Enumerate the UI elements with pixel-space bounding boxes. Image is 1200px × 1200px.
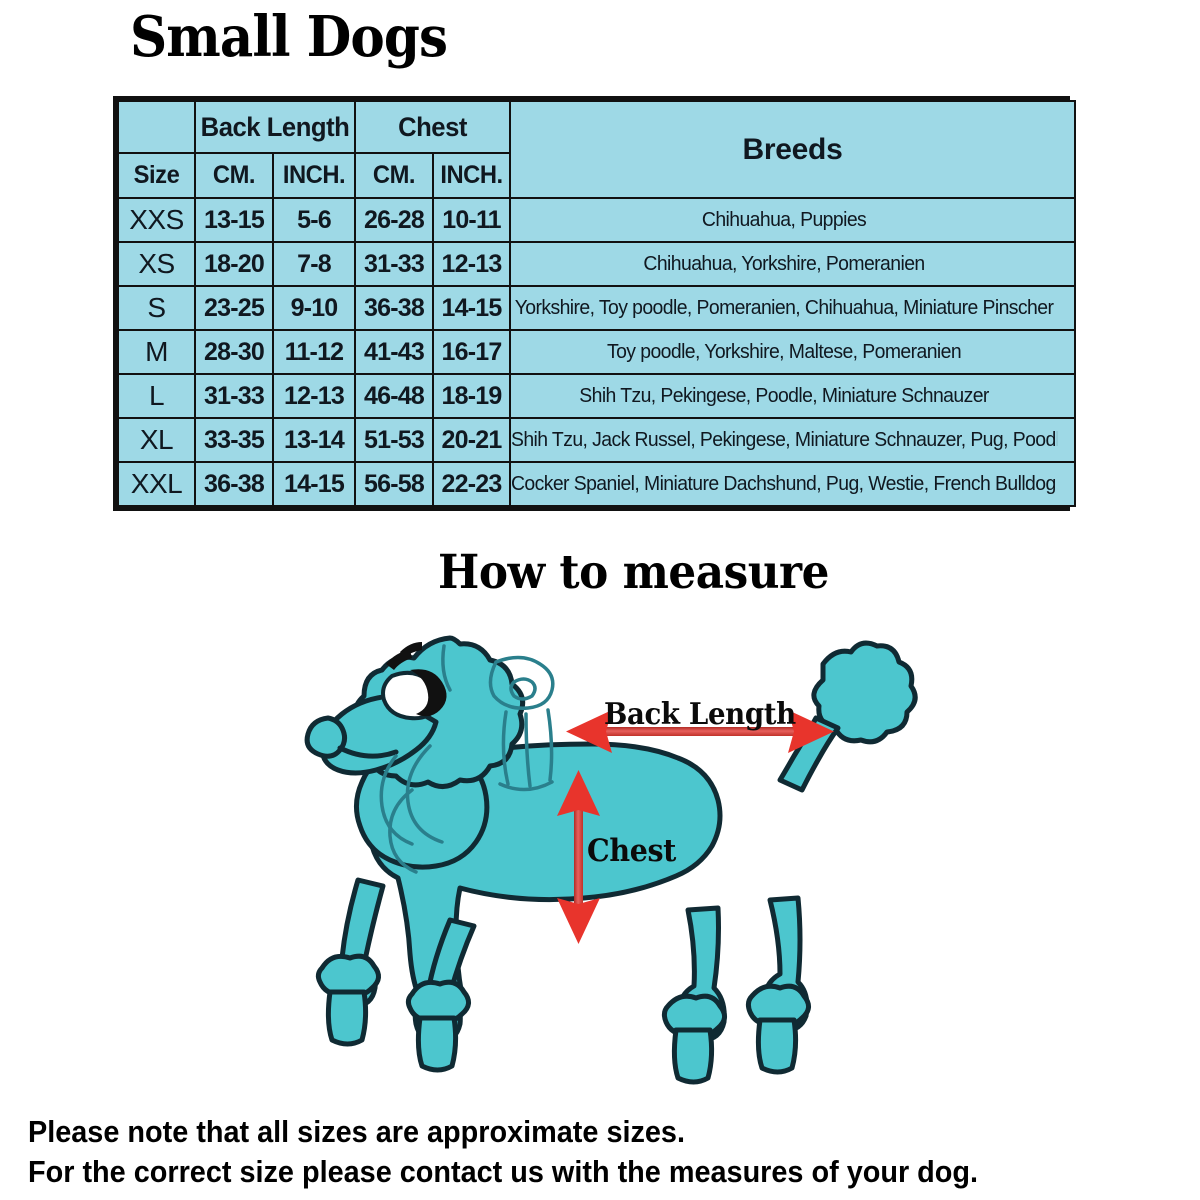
mouth-line xyxy=(337,745,399,759)
header-unit-back-length-inch: INCH. xyxy=(274,152,354,199)
cell-back-inch: 12-13 xyxy=(272,373,356,419)
cell-chest-cm: 26-28 xyxy=(354,197,434,243)
header-unit-size: Size xyxy=(118,152,195,199)
cell-chest-inch: 14-15 xyxy=(431,285,512,331)
cell-back-cm: 33-35 xyxy=(194,417,274,463)
cell-chest-inch: 18-19 xyxy=(431,373,512,419)
cell-chest-inch: 20-21 xyxy=(431,417,512,463)
header-unit-chest-inch: INCH. xyxy=(433,152,510,199)
cell-size: S xyxy=(117,285,196,331)
hind-paw-far-pompom xyxy=(745,983,811,1029)
ear-drape-right xyxy=(546,708,554,782)
cell-chest-cm: 31-33 xyxy=(354,241,434,287)
header-unit-chest-cm: CM. xyxy=(356,152,432,199)
cell-back-inch: 11-12 xyxy=(272,329,356,375)
cell-back-cm: 28-30 xyxy=(194,329,274,375)
cell-back-cm: 31-33 xyxy=(194,373,274,419)
poodle-detail-lines xyxy=(379,644,555,874)
cell-back-inch: 7-8 xyxy=(272,241,356,287)
front-paw-far-pompom xyxy=(315,953,381,999)
cell-size: M xyxy=(117,329,196,375)
table-row: XXS 13-15 5-6 26-28 10-11 Chihuahua, Pup… xyxy=(117,197,1075,243)
cheek-contour xyxy=(388,788,418,874)
cell-back-cm: 23-25 xyxy=(194,285,274,331)
table-unit-header-row: Size CM. INCH. CM. INCH. xyxy=(118,152,1075,199)
table-row: M 28-30 11-12 41-43 16-17 Toy poodle, Yo… xyxy=(117,329,1075,375)
front-paw-near-pompom xyxy=(405,979,471,1025)
how-to-measure-heading: How to measure xyxy=(438,545,829,600)
cell-breeds: Chihuahua, Puppies xyxy=(509,197,1060,243)
cell-back-inch: 13-14 xyxy=(272,417,356,463)
table-row: XL 33-35 13-14 51-53 20-21 Shih Tzu, Jac… xyxy=(117,417,1075,463)
nose-shape xyxy=(304,715,348,759)
cell-size: XXL xyxy=(117,461,196,507)
ruff-contour-2 xyxy=(405,744,444,844)
cell-breeds: Yorkshire, Toy poodle, Pomeranien, Chihu… xyxy=(509,285,1060,331)
cell-back-inch: 9-10 xyxy=(272,285,356,331)
cell-size: XS xyxy=(117,241,196,287)
header-size-blank xyxy=(118,100,195,154)
cell-size: L xyxy=(117,373,196,419)
hind-paw-far-boot xyxy=(755,1017,799,1075)
poodle-drawing-svg xyxy=(304,635,918,1085)
cell-back-cm: 18-20 xyxy=(194,241,274,287)
cell-chest-inch: 10-11 xyxy=(431,197,512,243)
table-row: L 31-33 12-13 46-48 18-19 Shih Tzu, Peki… xyxy=(117,373,1075,419)
table-group-header-row: Back Length Chest Breeds xyxy=(118,100,1077,199)
front-paw-near-boot xyxy=(415,1015,459,1073)
back-length-label: Back Length xyxy=(604,697,796,732)
poodle-shape-group xyxy=(304,635,918,1085)
cell-chest-inch: 16-17 xyxy=(431,329,512,375)
cell-chest-cm: 36-38 xyxy=(354,285,434,331)
ear-bow-center xyxy=(509,677,537,701)
cell-back-inch: 5-6 xyxy=(272,197,356,243)
cell-back-cm: 36-38 xyxy=(194,461,274,507)
header-unit-back-length-cm: CM. xyxy=(195,152,272,199)
cell-chest-cm: 41-43 xyxy=(354,329,434,375)
table-row: XS 18-20 7-8 31-33 12-13 Chihuahua, York… xyxy=(117,241,1075,287)
cell-breeds: Shih Tzu, Pekingese, Poodle, Miniature S… xyxy=(509,373,1060,419)
hind-paw-near-pompom xyxy=(661,993,727,1039)
table-body: XXS 13-15 5-6 26-28 10-11 Chihuahua, Pup… xyxy=(117,197,1075,507)
poodle-illustration xyxy=(300,600,920,1090)
cell-chest-cm: 51-53 xyxy=(354,417,434,463)
cell-breeds: Cocker Spaniel, Miniature Dachshund, Pug… xyxy=(509,461,1060,507)
ear-drape-bottom xyxy=(498,780,554,792)
cell-chest-cm: 56-58 xyxy=(354,461,434,507)
table-head: Back Length Chest Breeds Size CM. INCH. … xyxy=(118,100,1077,199)
page-title: Small Dogs xyxy=(130,4,448,70)
size-chart-table: Back Length Chest Breeds Size CM. INCH. … xyxy=(117,100,1077,507)
cell-size: XXS xyxy=(117,197,196,243)
footer-note: Please note that all sizes are approxima… xyxy=(28,1112,1107,1192)
cell-breeds: Shih Tzu, Jack Russel, Pekingese, Miniat… xyxy=(509,417,1060,463)
front-paw-far-boot xyxy=(325,989,369,1047)
eye-pupil-shape xyxy=(410,669,447,717)
cell-breeds: Toy poodle, Yorkshire, Maltese, Pomerani… xyxy=(509,329,1060,375)
header-chest: Chest xyxy=(357,100,508,154)
header-breeds: Breeds xyxy=(509,100,1077,199)
header-back-length: Back Length xyxy=(198,100,352,154)
cell-chest-inch: 12-13 xyxy=(431,241,512,287)
cell-back-inch: 14-15 xyxy=(272,461,356,507)
table-row: S 23-25 9-10 36-38 14-15 Yorkshire, Toy … xyxy=(117,285,1075,331)
cell-chest-inch: 22-23 xyxy=(431,461,512,507)
hind-paw-near-boot xyxy=(671,1027,715,1085)
ear-bow-outline xyxy=(488,655,555,710)
ear-drape-mid xyxy=(524,712,532,788)
chest-label: Chest xyxy=(587,833,676,869)
cell-back-cm: 13-15 xyxy=(194,197,274,243)
footer-note-line-2: For the correct size please contact us w… xyxy=(28,1154,979,1189)
topknot-contour xyxy=(441,644,452,692)
footer-note-line-1: Please note that all sizes are approxima… xyxy=(28,1114,685,1149)
size-chart-table-container: Back Length Chest Breeds Size CM. INCH. … xyxy=(113,96,1077,511)
cell-chest-cm: 46-48 xyxy=(354,373,434,419)
cell-breeds: Chihuahua, Yorkshire, Pomeranien xyxy=(509,241,1060,287)
table-row: XXL 36-38 14-15 56-58 22-23 Cocker Spani… xyxy=(117,461,1075,507)
cell-size: XL xyxy=(117,417,196,463)
ear-drape-left xyxy=(501,710,510,786)
eyelash-shape xyxy=(386,642,422,670)
ruff-contour-1 xyxy=(379,754,414,846)
